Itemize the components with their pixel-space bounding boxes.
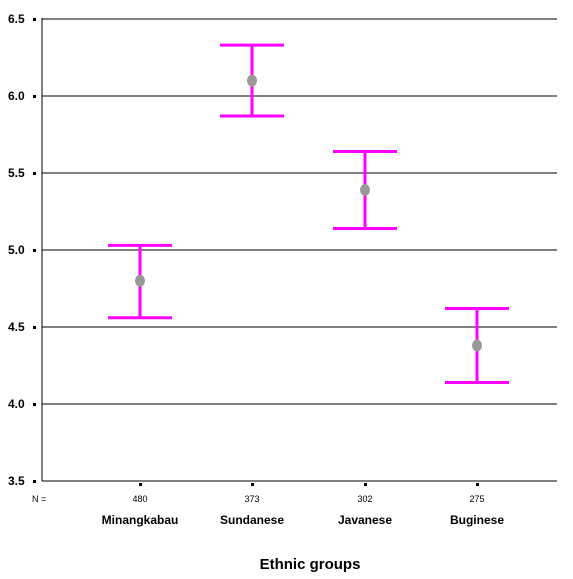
error-bar-minangkabau (108, 243, 172, 320)
y-tick-mark (33, 95, 36, 98)
mean-point (472, 339, 482, 352)
y-tick-label: 3.5 (8, 474, 25, 488)
y-tick-label: 5.5 (8, 166, 25, 180)
error-bars (108, 43, 509, 384)
y-tick-mark (33, 480, 36, 483)
category-label: Sundanese (220, 513, 284, 527)
y-tick-mark (33, 249, 36, 252)
x-tick-mark (364, 483, 367, 486)
y-tick-label: 4.0 (8, 397, 25, 411)
grid-lines (42, 18, 557, 405)
y-tick-mark (33, 326, 36, 329)
category-label: Javanese (338, 513, 392, 527)
mean-point (247, 74, 257, 87)
axes (41, 18, 557, 482)
mean-point (135, 274, 145, 287)
y-tick-mark (33, 18, 36, 21)
category-labels: 480 Minangkabau 373 Sundanese 302 Javanese 275… (102, 494, 505, 527)
y-tick-label: 6.0 (8, 89, 25, 103)
x-tick-mark (476, 483, 479, 486)
x-ticks (139, 483, 479, 486)
y-tick-label: 5.0 (8, 243, 25, 257)
n-value-label: 302 (357, 494, 372, 504)
y-tick-mark (33, 172, 36, 175)
x-axis-title: Ethnic groups (260, 556, 361, 573)
category-label: Minangkabau (102, 513, 179, 527)
x-tick-mark (139, 483, 142, 486)
error-bar-sundanese (220, 43, 284, 118)
n-label: N = (32, 494, 46, 504)
category-label: Buginese (450, 513, 504, 527)
y-tick-label: 6.5 (8, 12, 25, 26)
x-tick-mark (251, 483, 254, 486)
y-tick-labels: 3.5 4.0 4.5 5.0 5.5 6.0 6.5 (8, 12, 36, 488)
error-bar-buginese (445, 307, 509, 384)
n-value-label: 480 (132, 494, 147, 504)
mean-point (360, 183, 370, 196)
error-bar-javanese (333, 149, 397, 230)
y-tick-label: 4.5 (8, 320, 25, 334)
n-value-label: 373 (244, 494, 259, 504)
y-tick-mark (33, 403, 36, 406)
n-value-label: 275 (469, 494, 484, 504)
